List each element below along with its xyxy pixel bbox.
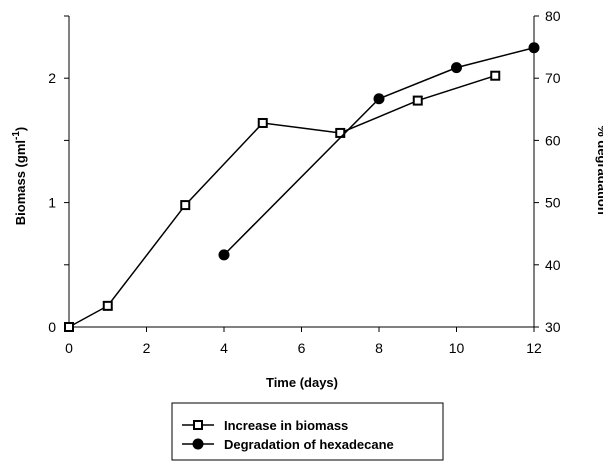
y-right-tick-label: 30 [545,319,561,335]
data-point-circle [373,93,385,105]
y-left-tick-label: 2 [48,70,56,86]
data-point-square [257,117,268,128]
y-right-tick-label: 70 [545,70,561,86]
series-line-0 [68,74,496,328]
x-tick-label: 6 [298,340,306,356]
data-point-circle [528,42,540,54]
y-right-tick-label: 60 [545,132,561,148]
y-left-axis-title-sup: -1 [11,131,22,140]
legend-label-hexadecane: Degradation of hexadecane [224,437,394,452]
y-left-tick-label: 1 [48,195,56,211]
y-right-axis-title: % degradation [595,125,603,215]
x-tick-label: 8 [375,340,383,356]
x-tick-label: 12 [526,340,542,356]
legend-marker-hexadecane [192,438,204,450]
y-left-axis-title: Biomass (gml-1) [11,127,28,226]
legend: Increase in biomass Degradation of hexad… [171,402,444,461]
y-right-tick-label: 50 [545,195,561,211]
legend-label-biomass: Increase in biomass [224,418,348,433]
data-point-square [412,95,423,106]
data-point-square [102,300,113,311]
x-tick-label: 4 [220,340,228,356]
data-point-square [180,200,191,211]
y-left-axis-title-close: ) [13,127,28,131]
y-left-tick-label: 0 [48,319,56,335]
y-right-tick-label: 80 [545,8,561,24]
axes [68,16,535,328]
data-point-square [64,322,74,332]
series-layer [64,42,540,332]
x-axis-title: Time (days) [266,375,338,390]
x-tick-label: 0 [65,340,73,356]
legend-box [171,402,444,461]
y-right-tick-label: 40 [545,257,561,273]
legend-marker-biomass [193,420,203,430]
x-tick-label: 2 [143,340,151,356]
data-point-circle [451,62,462,74]
x-tick-label: 10 [449,340,465,356]
data-point-square [490,70,501,81]
data-point-circle [218,249,230,261]
series-line-1 [223,46,535,256]
